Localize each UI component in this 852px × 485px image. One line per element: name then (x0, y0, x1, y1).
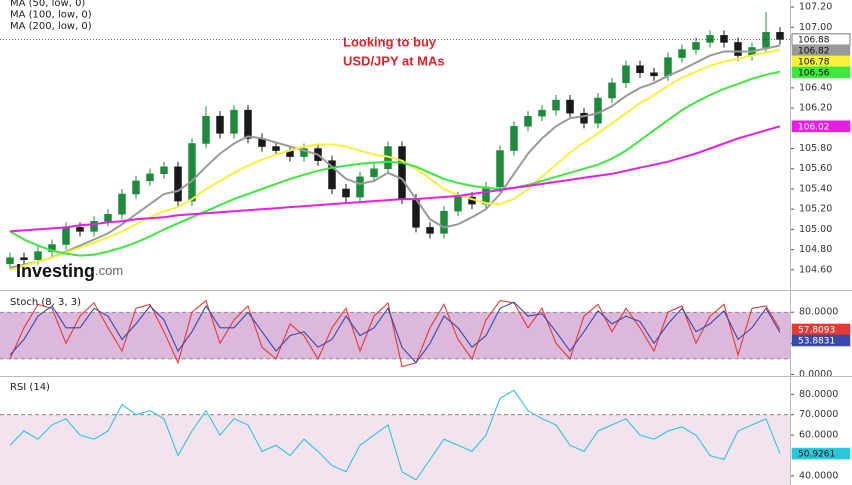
value-label: 106.78 (798, 57, 830, 67)
candle-body (244, 109, 252, 139)
value-label-box (791, 66, 851, 79)
candle-body (104, 213, 112, 222)
series-line (9, 301, 781, 364)
y-tick-label: 105.80 (799, 143, 832, 154)
candle-body (202, 115, 210, 144)
candle-body (440, 210, 448, 234)
candle-body (678, 49, 686, 58)
candle-body (20, 257, 28, 260)
candle-body (76, 227, 84, 232)
value-label: 106.88 (798, 35, 830, 45)
candle-body (706, 35, 714, 43)
candle-body (762, 32, 770, 48)
legend-entry: MA (50, low, 0) (10, 0, 85, 9)
candle-body (356, 176, 364, 198)
candle-body (552, 99, 560, 111)
candle-body (664, 57, 672, 77)
panel (0, 389, 790, 485)
panel (0, 299, 790, 368)
candle-body (146, 173, 154, 182)
legend-entry: MA (200, low, 0) (10, 21, 92, 32)
y-tick-label: 80.0000 (799, 307, 838, 318)
watermark-suffix: .com (95, 263, 123, 278)
candle-body (636, 65, 644, 74)
candle-body (34, 251, 42, 260)
y-tick-label: 106.20 (799, 103, 832, 114)
legend-entry: MA (100, low, 0) (10, 10, 92, 21)
watermark-name: Investing (16, 261, 95, 281)
candle-body (426, 227, 434, 234)
y-tick-label: 107.20 (799, 2, 832, 13)
candle-body (132, 180, 140, 195)
y-tick-label: 105.60 (799, 163, 832, 174)
series-line (9, 389, 781, 481)
annotation: Looking to buy (343, 34, 437, 49)
series-line (9, 125, 781, 233)
annotation: USD/JPY at MAs (343, 53, 445, 68)
y-tick-label: 105.00 (799, 224, 832, 235)
value-label: 57.8093 (798, 325, 835, 335)
value-label-box (791, 447, 851, 460)
candle-body (90, 221, 98, 232)
series-line (9, 70, 781, 257)
series-line (9, 48, 781, 271)
y-tick-label: 40.0000 (799, 470, 838, 481)
value-label-box (791, 334, 851, 347)
candle-body (328, 160, 336, 190)
candle-body (622, 65, 630, 84)
candle-body (342, 188, 350, 198)
candle-body (594, 97, 602, 124)
candle-body (524, 115, 532, 127)
value-label: 106.02 (798, 122, 830, 132)
candle-body (454, 196, 462, 212)
y-tick-label: 105.20 (799, 204, 832, 215)
candle-body (174, 166, 182, 202)
candle-body (734, 42, 742, 56)
candle-body (62, 227, 70, 245)
y-tick-label: 107.00 (799, 22, 832, 33)
candle-body (720, 35, 728, 43)
candle-body (118, 193, 126, 215)
y-tick-label: 106.40 (799, 82, 832, 93)
candle-body (370, 168, 378, 178)
candle-body (188, 143, 196, 202)
candle-body (776, 32, 784, 40)
candle-body (216, 115, 224, 134)
candle-body (650, 72, 658, 77)
series-line (9, 299, 781, 368)
y-tick-label: 104.80 (799, 244, 832, 255)
candle-body (6, 257, 14, 264)
value-label-box (791, 120, 851, 133)
candle-body (272, 146, 280, 151)
value-label: 106.82 (798, 46, 830, 56)
candle-body (692, 42, 700, 50)
y-tick-label: 70.0000 (799, 409, 838, 420)
series-line (9, 44, 781, 269)
candle-body (566, 99, 574, 114)
candle-body (160, 166, 168, 175)
y-tick-label: 105.40 (799, 183, 832, 194)
panel (6, 12, 784, 271)
watermark: Investing.com (16, 261, 123, 281)
y-tick-label: 0.0000 (799, 369, 832, 380)
candle-body (538, 109, 546, 117)
panel-title: Stoch (8, 3, 3) (10, 297, 81, 308)
y-tick-label: 80.0000 (799, 389, 838, 400)
panel-title: RSI (14) (10, 382, 50, 393)
y-tick-label: 60.0000 (799, 430, 838, 441)
value-label: 53.8831 (798, 336, 835, 346)
value-label: 106.56 (798, 68, 830, 78)
value-label: 50.9261 (798, 450, 835, 460)
candle-body (510, 126, 518, 151)
candle-body (496, 150, 504, 188)
y-tick-label: 104.60 (799, 264, 832, 275)
candle-body (398, 146, 406, 200)
candle-body (580, 112, 588, 124)
candle-body (608, 82, 616, 99)
candle-body (230, 109, 238, 134)
